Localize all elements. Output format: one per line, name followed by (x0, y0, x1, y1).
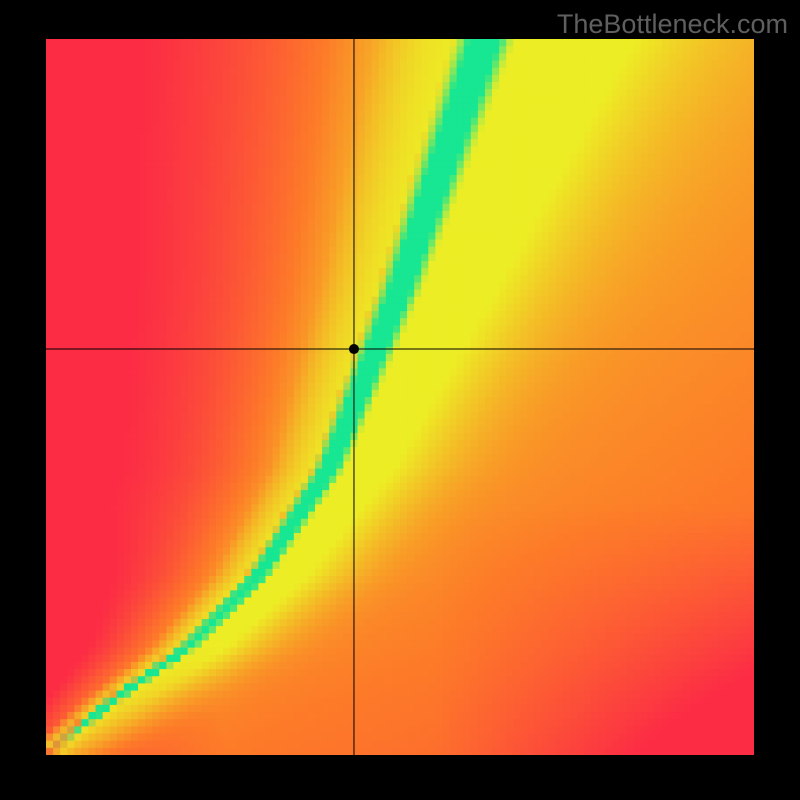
heatmap-plot (46, 39, 754, 755)
watermark-text: TheBottleneck.com (557, 9, 788, 40)
heatmap-cells (46, 39, 754, 755)
heatmap-svg (46, 39, 754, 755)
